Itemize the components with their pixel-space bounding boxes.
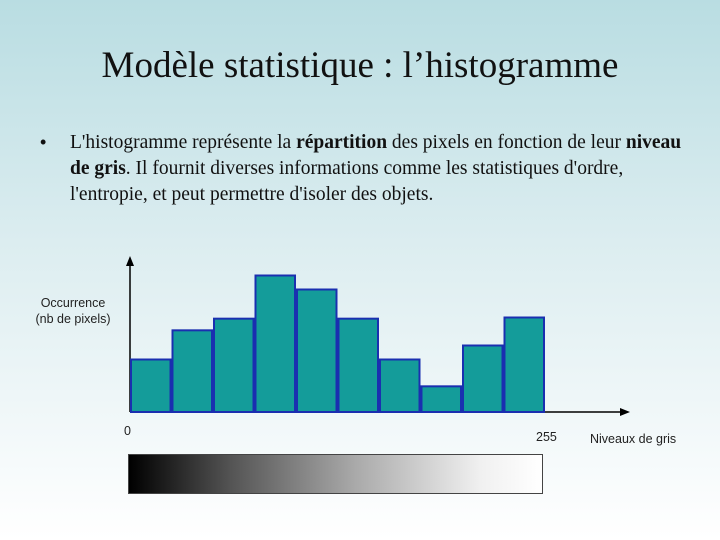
histogram-bar [130,358,172,413]
y-axis-label: Occurrence (nb de pixels) [20,295,126,327]
histogram-bar [213,317,255,413]
bullet-text-segment: L'histogramme représente la [70,132,297,153]
bullet-text: L'histogramme représente la répartition … [70,130,695,208]
bullet-text-emphasis: répartition [296,132,388,153]
y-axis-label-line1: Occurrence [40,296,106,310]
x-axis-min-label: 0 [124,424,131,438]
x-axis-label: Niveaux de gris [590,432,677,446]
histogram-bar [171,329,213,414]
grayscale-gradient-bar [128,454,543,494]
histogram-bar [503,316,545,413]
x-axis-max-label: 255 [536,430,557,444]
bullet-text-segment: . Il fournit diverses informations comme… [70,158,624,205]
histogram-bar [296,288,338,413]
histogram-bar [462,344,504,413]
slide-title: Modèle statistique : l’histogramme [101,45,619,86]
histogram-bar [337,317,379,413]
histogram-bar [254,274,296,413]
y-axis-arrowhead [126,256,134,266]
histogram-bar [420,385,462,414]
bullet-text-segment: des pixels en fonction de leur [387,132,626,153]
bullet-dot: • [40,132,47,152]
bullet-text-emphasis: niveau de gris [70,132,682,179]
histogram-bar [379,358,421,413]
y-axis-label-line2: (nb de pixels) [35,312,111,326]
x-axis-arrowhead [620,408,630,416]
